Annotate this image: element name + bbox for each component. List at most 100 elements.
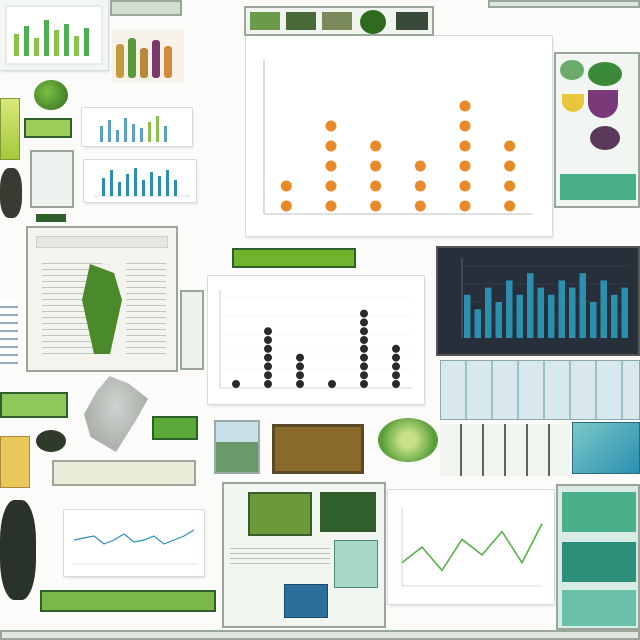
main-chart-dot [504, 140, 516, 152]
mid-chart-dot [296, 353, 304, 362]
teal-bar [600, 280, 607, 338]
strip-thumb-2 [286, 12, 316, 30]
icon-bowl-yellow [562, 94, 584, 112]
main-chart-dot [280, 180, 292, 192]
thumb-bar [14, 34, 19, 56]
greenbar-small-left [36, 214, 66, 222]
botanical-sketch-strip [440, 360, 640, 420]
mid-chart-dot [264, 362, 272, 371]
teal-bar [506, 280, 513, 338]
icon-circle-green [560, 60, 584, 80]
mid-chart-dot [328, 380, 336, 388]
icon-panel-right [554, 52, 640, 208]
wave-line-chart-svg [72, 529, 198, 565]
main-dot-chart-card [246, 36, 552, 236]
green-button-left-1[interactable] [0, 392, 68, 418]
main-chart-dot [504, 200, 516, 212]
yellow-tile-left [0, 436, 30, 488]
window-photo-thumb [214, 420, 260, 474]
specimen-window-tab [36, 236, 168, 248]
mid-chart-dot [360, 309, 368, 318]
strip-thumb-1 [250, 12, 280, 30]
green-small-button[interactable] [152, 416, 198, 440]
mid-chart-dot [264, 327, 272, 336]
main-chart-dot [370, 180, 382, 192]
green-line-chart-svg [401, 508, 543, 587]
icon-bowl-purple [588, 90, 618, 118]
window-top-right [488, 0, 640, 8]
dark-pot-photo [36, 430, 66, 452]
icon-leaf-green [588, 62, 622, 86]
mid-chart-dot [360, 336, 368, 344]
main-chart-dot [459, 100, 471, 112]
specimen-text-lines-right [126, 258, 166, 354]
mid-chart-dot [264, 353, 272, 362]
thumb-bar-chart-mid-left [82, 108, 192, 146]
bottom-footer-strip [0, 630, 640, 640]
main-chart-dot [325, 120, 337, 132]
main-dot-chart-svg [263, 60, 532, 215]
mid-chart-dot [296, 362, 304, 371]
thumb-bar [74, 36, 79, 56]
mid-chart-dot [296, 380, 304, 388]
mid-chart-dot [360, 371, 368, 380]
dark-rock-photo [0, 168, 22, 218]
teal-bar-chart-svg [461, 258, 630, 338]
bc-green-tile-2 [320, 492, 376, 532]
main-chart-dot [325, 140, 337, 152]
teal-bar [527, 273, 534, 338]
teal-bar [464, 294, 471, 338]
teal-bar [579, 273, 586, 338]
mid-chart-dot [232, 380, 240, 388]
strip-thumb-3 [322, 12, 352, 30]
bc-blue-tile [284, 584, 328, 618]
strip-thumb-5 [396, 12, 428, 30]
mid-chart-dot [392, 380, 400, 388]
thumb-bar [54, 30, 59, 56]
teal-bar [537, 287, 544, 338]
thumb-bar [24, 26, 29, 56]
mid-chart-dot [296, 371, 304, 380]
mid-chart-dot [392, 353, 400, 362]
teal-bar [621, 287, 628, 338]
main-chart-dot [280, 200, 292, 212]
teal-bar-chart-panel [436, 246, 640, 356]
teal-bar [548, 294, 555, 338]
thumb-window-top [110, 0, 182, 16]
thumb-bar-chart-top-left [0, 0, 108, 70]
mid-chart-dot [360, 380, 368, 388]
teal-bar [590, 302, 597, 338]
mid-chart-dot [360, 318, 368, 327]
icon-row-teal [560, 174, 636, 200]
green-tag-left [24, 118, 72, 138]
mid-chart-dot [360, 327, 368, 336]
teal-bar [569, 287, 576, 338]
rb-teal-block-2 [562, 542, 636, 582]
mid-chart-dot [360, 362, 368, 371]
rb-teal-block-3 [562, 590, 636, 626]
tan-window-mid [52, 460, 196, 486]
mid-chart-dot [392, 371, 400, 380]
mid-chart-dot [264, 336, 272, 344]
bottom-center-window [222, 482, 386, 628]
main-chart-dot [370, 160, 382, 172]
main-chart-dot [459, 160, 471, 172]
main-chart-dot [325, 200, 337, 212]
wood-panel-photo [272, 424, 364, 474]
aqua-thumb [572, 422, 640, 474]
mid-chart-dot [392, 344, 400, 353]
green-line-chart-card [388, 490, 554, 604]
mid-chart-dot [264, 371, 272, 380]
mid-chart-dot [264, 344, 272, 353]
mid-chart-dot [360, 344, 368, 353]
strip-thumb-4 [360, 10, 386, 34]
green-title-banner [232, 248, 356, 268]
main-chart-dot [370, 200, 382, 212]
yellow-plant-tile [0, 98, 20, 160]
mid-chart-dot [392, 362, 400, 371]
side-strip-left [0, 300, 18, 368]
main-chart-dot [459, 200, 471, 212]
bc-mint-tile [334, 540, 378, 588]
botanical-sketch-row-2 [440, 424, 570, 476]
thumb-bar-chart-mid-left-2 [84, 160, 196, 202]
